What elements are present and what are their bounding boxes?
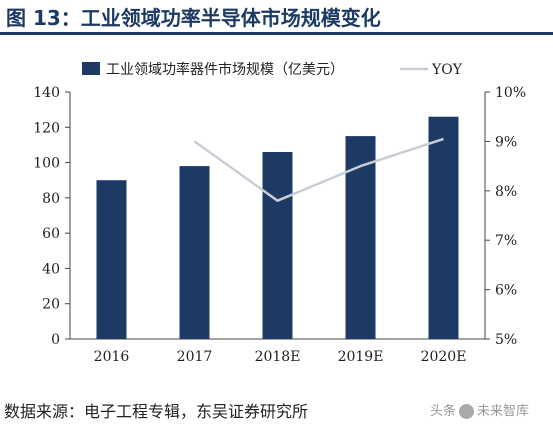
y-tick-label: 0: [51, 332, 60, 348]
y2-tick-label: 9%: [495, 134, 517, 150]
legend-bar-swatch: [82, 62, 100, 75]
figure-title: 图 13：工业领域功率半导体市场规模变化: [6, 6, 381, 30]
y2-tick-label: 8%: [495, 184, 517, 200]
y-tick-label: 100: [33, 156, 60, 172]
data-source-note: 数据来源：电子工程专辑，东吴证券研究所: [4, 402, 309, 421]
legend-bar-label: 工业领域功率器件市场规模（亿美元）: [106, 61, 344, 78]
watermark-text-right: 未来智库: [477, 404, 530, 419]
y-tick-label: 120: [33, 120, 60, 136]
yoy-line: [193, 137, 444, 202]
market-size-chart: 工业领域功率器件市场规模（亿美元） YOY 0 20 40 60 80 100 120 140 5%…: [33, 61, 526, 365]
legend-line-label: YOY: [431, 62, 463, 78]
x-tick-label: 2016: [94, 349, 130, 365]
y2-tick-label: 10%: [495, 85, 526, 101]
bar: [179, 166, 210, 339]
title-divider: [0, 32, 553, 35]
y-tick-label: 140: [33, 85, 60, 101]
x-tick-label: 2020E: [421, 349, 467, 365]
x-tick-label: 2019E: [338, 349, 384, 365]
x-tick-label: 2017: [177, 349, 213, 365]
watermark-text-left: 头条: [430, 404, 457, 419]
y-tick-label: 20: [42, 297, 60, 313]
y2-tick-label: 6%: [495, 283, 517, 299]
bar: [428, 116, 459, 339]
watermark: 头条 未来智库: [430, 400, 529, 419]
y2-tick-label: 7%: [495, 233, 517, 249]
y-tick-label: 40: [42, 261, 60, 277]
bar: [262, 151, 293, 339]
x-tick-label: 2018E: [255, 349, 301, 365]
y-tick-label: 80: [42, 191, 60, 207]
y-tick-label: 60: [42, 226, 60, 242]
watermark-logo-icon: [459, 404, 475, 419]
bar: [96, 180, 127, 339]
y2-tick-label: 5%: [495, 332, 517, 348]
